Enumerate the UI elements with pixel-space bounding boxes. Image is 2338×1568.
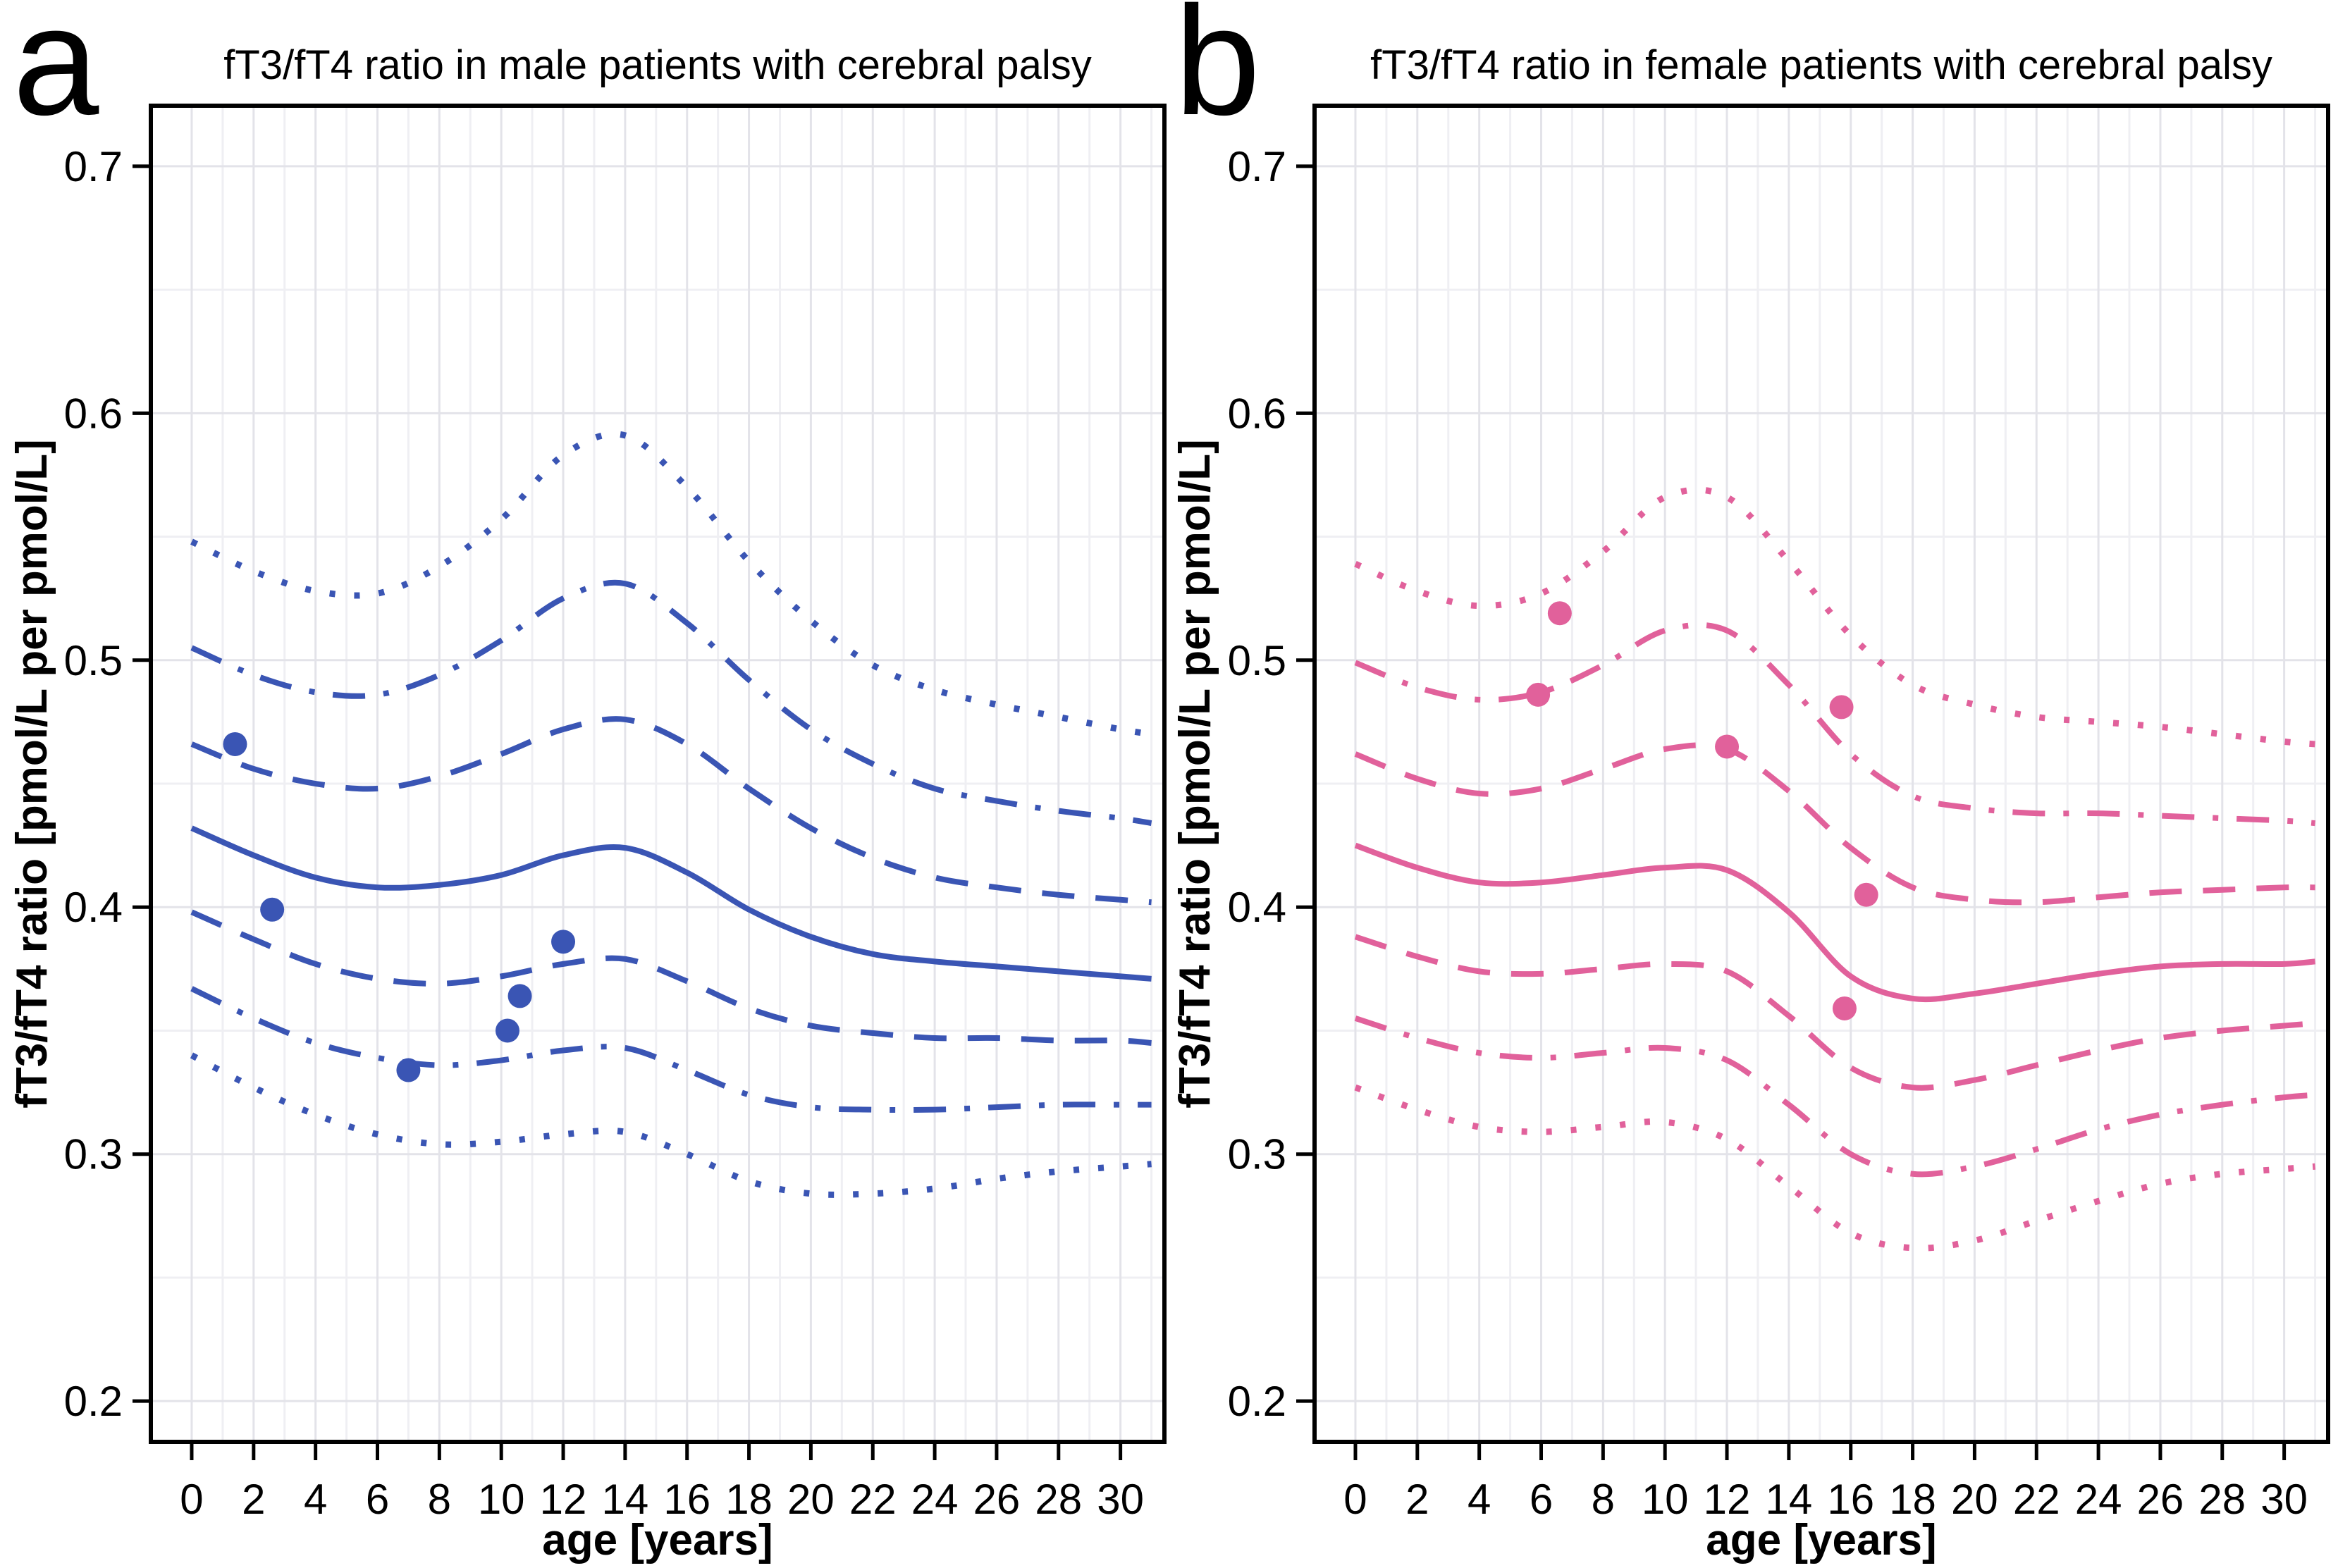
x-tick-label: 18 [725,1476,773,1523]
y-tick-label: 0.5 [64,637,123,684]
curve-upper-dashdot [1354,622,2315,827]
curve-upper-dashed [190,716,1152,906]
data-point [551,930,576,954]
y-tick-label: 0.6 [1228,390,1286,437]
data-point [495,1018,519,1043]
data-point [396,1058,421,1082]
y-axis-title: fT3/fT4 ratio [pmol/L per pmol/L] [1171,439,1219,1109]
x-tick-label: 16 [663,1476,710,1523]
x-tick-label: 24 [2075,1476,2122,1523]
x-tick-label: 6 [1530,1476,1553,1523]
x-tick-label: 28 [2198,1476,2246,1523]
curve-median-solid [190,825,1152,982]
data-point [1526,682,1551,707]
x-tick-label: 28 [1035,1476,1082,1523]
x-tick-label: 6 [366,1476,389,1523]
x-tick-label: 22 [849,1476,897,1523]
y-tick-label: 0.6 [64,390,123,437]
curve-lower-dotted [1354,1084,2315,1252]
y-tick-label: 0.7 [1228,143,1286,190]
x-tick-label: 2 [1405,1476,1429,1523]
x-tick-label: 10 [478,1476,525,1523]
x-tick-label: 0 [1343,1476,1367,1523]
y-tick-label: 0.2 [1228,1378,1286,1425]
x-tick-label: 18 [1889,1476,1936,1523]
panel-letter: a [13,0,99,147]
y-tick-label: 0.3 [64,1131,123,1178]
data-point [223,731,247,756]
x-tick-label: 8 [1592,1476,1615,1523]
plot-border [149,104,1167,1444]
curve-lower-dashdot [1354,1016,2315,1178]
curve-lower-dashed [190,909,1152,1046]
curve-lower-dashdot [190,986,1152,1113]
x-tick-label: 4 [1468,1476,1491,1523]
panel-title: fT3/fT4 ratio in female patients with ce… [1370,42,2272,88]
data-point [1547,601,1572,626]
x-tick-label: 14 [1766,1476,1813,1523]
x-tick-label: 22 [2013,1476,2060,1523]
y-tick-label: 0.4 [1228,884,1286,931]
x-axis-title: age [years] [1706,1516,1936,1564]
data-point [1829,695,1854,720]
data-point [1715,734,1740,759]
x-tick-label: 20 [1951,1476,1998,1523]
panel-a: 0 2 4 6 8 10 12 14 16 18 20 22 24 26 28 300.20.30.40.50… [8,0,1167,1564]
data-point [1832,996,1857,1020]
data-point [260,897,285,922]
x-tick-label: 26 [2137,1476,2184,1523]
x-tick-label: 0 [180,1476,203,1523]
x-tick-label: 16 [1827,1476,1874,1523]
x-tick-label: 8 [428,1476,451,1523]
y-tick-label: 0.7 [64,143,123,190]
y-tick-label: 0.2 [64,1378,123,1425]
y-tick-label: 0.3 [1228,1131,1286,1178]
y-tick-label: 0.5 [1228,637,1286,684]
x-tick-label: 20 [787,1476,835,1523]
curve-median-solid [1354,842,2315,1003]
x-tick-label: 2 [242,1476,265,1523]
data-point [507,984,532,1008]
curve-upper-dashed [1354,742,2315,906]
curve-lower-dashed [1354,934,2315,1091]
data-point [1854,882,1878,907]
x-tick-label: 12 [1704,1476,1751,1523]
x-tick-label: 4 [304,1476,327,1523]
x-axis-title: age [years] [542,1516,773,1564]
x-tick-label: 14 [602,1476,649,1523]
x-tick-label: 10 [1642,1476,1689,1523]
panel-letter: b [1174,0,1260,147]
x-tick-label: 30 [2260,1476,2308,1523]
curve-lower-dotted [190,1052,1152,1198]
x-tick-label: 24 [911,1476,959,1523]
curve-upper-dashdot [190,579,1152,827]
x-tick-label: 26 [973,1476,1021,1523]
panel-b: 0 2 4 6 8 10 12 14 16 18 20 22 24 26 28 300.20.30.40.50… [1171,0,2330,1564]
y-tick-label: 0.4 [64,884,123,931]
x-tick-label: 30 [1097,1476,1144,1523]
x-tick-label: 12 [540,1476,587,1523]
y-axis-title: fT3/fT4 ratio [pmol/L per pmol/L] [8,439,56,1109]
plot-border [1312,104,2330,1444]
panel-title: fT3/fT4 ratio in male patients with cere… [223,42,1091,88]
